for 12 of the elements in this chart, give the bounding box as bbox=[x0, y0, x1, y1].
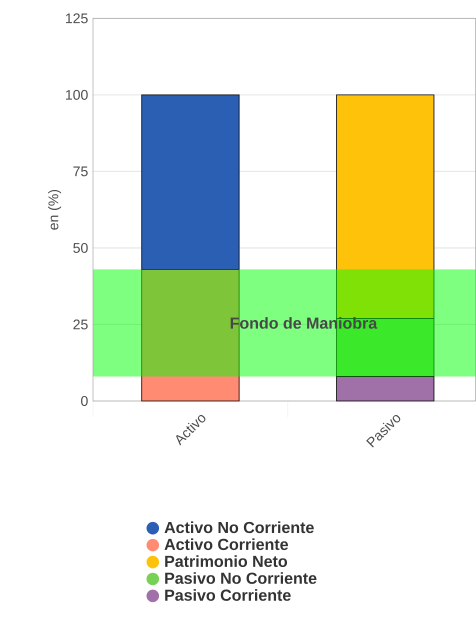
legend-label: Patrimonio Neto bbox=[165, 555, 288, 567]
y-tick-label: 0 bbox=[81, 396, 88, 406]
legend-label: Pasivo Corriente bbox=[165, 589, 291, 601]
y-tick-label: 125 bbox=[66, 13, 88, 24]
legend-label: Activo No Corriente bbox=[164, 521, 314, 534]
y-tick-label: 100 bbox=[66, 90, 88, 100]
y-tick-label: 25 bbox=[73, 320, 88, 330]
legend-label: Pasivo No Corriente bbox=[165, 572, 316, 584]
y-tick-label: 50 bbox=[73, 242, 88, 253]
y-tick-label: 75 bbox=[73, 166, 88, 176]
legend-label: Activo Corriente bbox=[164, 538, 288, 550]
y-axis-title: en (%) bbox=[48, 190, 62, 230]
